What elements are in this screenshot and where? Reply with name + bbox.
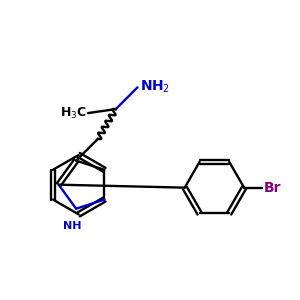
Text: H$_3$C: H$_3$C [60,106,87,121]
Text: NH$_2$: NH$_2$ [140,78,170,94]
Text: NH: NH [63,220,81,231]
Text: Br: Br [264,181,281,195]
